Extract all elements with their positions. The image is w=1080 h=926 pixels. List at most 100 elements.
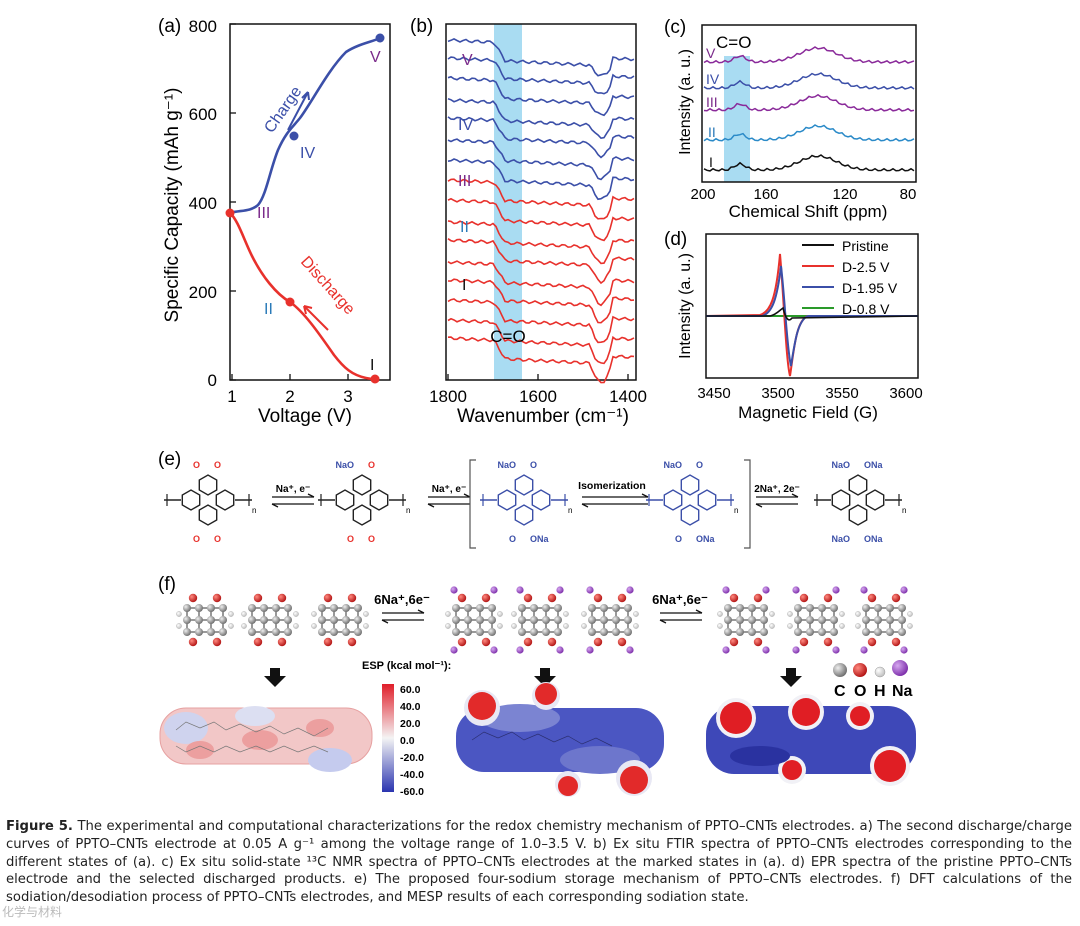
oxygen-0-1 [212,593,222,603]
hydrogen-2-0 [311,611,317,617]
carbon-2-9 [330,628,338,636]
panel-c-ylabel: Intensity (a. u.) [677,49,694,155]
arrow-2-label: Na⁺, e⁻ [432,484,466,495]
carbon-6-8 [724,628,732,636]
group-bottom-right-3: ONa [696,534,716,544]
carbon-2-11 [354,628,362,636]
oxygen-3-0 [457,593,467,603]
state-point-IV [289,131,299,141]
panel-c-xtick-120: 120 [832,186,857,203]
carbon-0-4 [183,616,191,624]
charge-curve [229,36,381,215]
sodium-5-0 [586,586,594,594]
esp-surface-1 [159,706,373,772]
panel-b-xtick-1600: 1600 [519,387,557,406]
group-top-left-0: O [193,460,200,470]
sodium-7-3 [832,646,840,654]
oxygen-0-3 [212,637,222,647]
group-top-left-4: NaO [831,460,850,470]
carbon-1-2 [272,604,280,612]
oxygen-1-0 [253,593,263,603]
discharge-arrow [303,305,329,331]
atom-h-ball [874,666,886,678]
carbon-1-6 [272,616,280,624]
oxygen-4-0 [523,593,533,603]
f-arrow-1-label: 6Na⁺,6e⁻ [374,592,430,607]
carbon-1-3 [284,604,292,612]
hydrogen-6-0 [717,611,723,617]
ftir-trace-8 [447,197,635,242]
sodium-3-1 [490,586,498,594]
legend-d-2.5v: D-2.5 V [842,259,890,275]
panel-b-spectra [447,38,635,384]
carbon-8-10 [886,628,894,636]
f-arrow-1: 6Na⁺,6e⁻ [374,592,430,624]
carbon-2-7 [354,616,362,624]
oxygen-4-3 [547,637,557,647]
hydrogen-4-3 [563,623,569,629]
carbon-7-4 [794,616,802,624]
hydrogen-8-2 [907,611,913,617]
ring-1-left [335,489,355,511]
carbon-1-1 [260,604,268,612]
esp-tick-40: 40.0 [400,701,421,713]
ring-4-left [831,489,851,511]
hydrogen-1-3 [293,623,299,629]
sodium-3-2 [450,646,458,654]
carbon-7-10 [818,628,826,636]
nmr-trace-1 [703,72,915,90]
carbon-6-3 [760,604,768,612]
ftir-trace-13 [447,298,635,344]
group-bottom-left-3: O [675,534,682,544]
ftir-trace-0 [447,38,635,77]
panel-c-label: (c) [664,17,686,38]
charge-arrow [287,91,309,131]
state-label-I: I [370,357,374,374]
carbon-2-0 [318,604,326,612]
carbon-4-10 [542,628,550,636]
oxygen-2-0 [323,593,333,603]
oxygen-4-1 [547,593,557,603]
panel-d: (d) Pristine D-2.5 V D-1.95 V D-0.8 V In… [664,229,923,422]
ftir-trace-5 [447,138,635,181]
carbon-0-3 [219,604,227,612]
ftir-trace-11 [447,260,635,307]
panel-a-ytick-600: 600 [189,105,217,124]
sodium-3-0 [450,586,458,594]
carbon-3-0 [452,604,460,612]
panel-c-xtick-160: 160 [753,186,778,203]
atom-legend: C O H Na [833,660,913,700]
panel-b-state-I: I [462,277,466,294]
ring-0-right [215,489,235,511]
sodium-7-2 [792,646,800,654]
esp-surface-3 [706,694,916,786]
sodium-3-3 [490,646,498,654]
carbon-6-2 [748,604,756,612]
ring-3-bottom [680,504,700,526]
hydrogen-5-1 [581,623,587,629]
oxygen-8-3 [891,637,901,647]
carbon-7-5 [806,616,814,624]
panel-c-state-I: I [709,154,713,170]
hydrogen-7-3 [839,623,845,629]
group-top-right-3: O [696,460,703,470]
ring-2-bottom [514,504,534,526]
panel-a-ytick-0: 0 [208,371,217,390]
discharge-arrowhead [303,305,313,315]
carbon-1-5 [260,616,268,624]
panel-b-label: (b) [410,16,433,37]
panel-c-state-V: V [706,45,716,61]
arrow-1-label: Na⁺, e⁻ [276,484,310,495]
charge-arrowhead [301,91,310,101]
carbon-8-0 [862,604,870,612]
group-top-right-0: O [214,460,221,470]
carbon-8-2 [886,604,894,612]
oxygen-7-2 [799,637,809,647]
hydrogen-2-1 [311,623,317,629]
ftir-trace-14 [447,317,635,365]
sodium-8-3 [900,646,908,654]
atom-o-ball [853,663,867,677]
nmr-trace-2 [703,93,915,112]
ring-0-left [181,489,201,511]
panel-c: (c) C=O V IV III II I Intensity (a. u.) … [664,17,917,221]
